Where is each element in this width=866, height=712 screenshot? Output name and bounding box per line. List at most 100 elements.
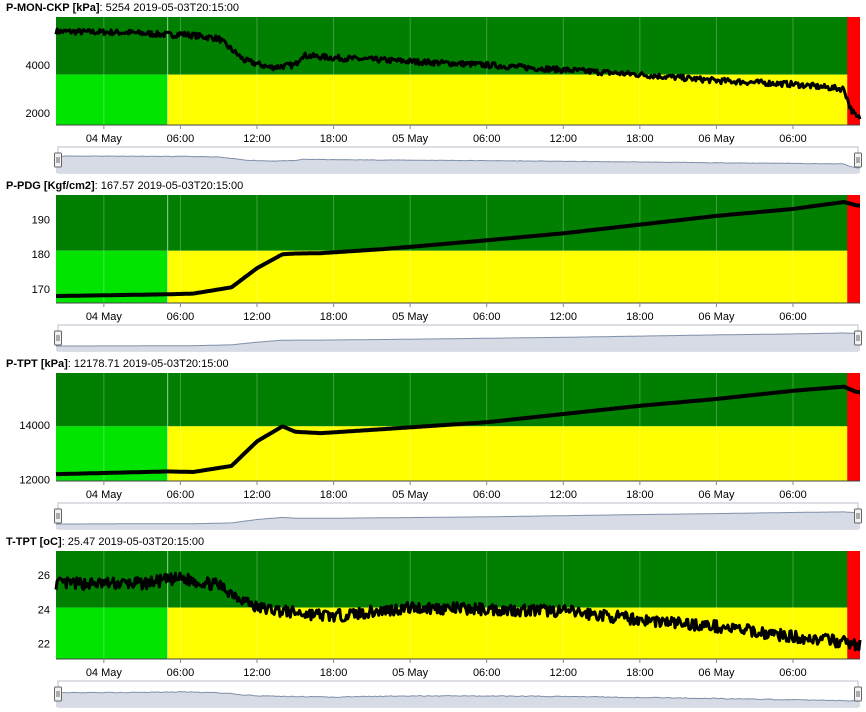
navigator-handle-left[interactable]: [54, 330, 62, 346]
chart-svg[interactable]: 2000 4000 04 May 06:00 12:00 18:00 05 May 06:00…: [0, 0, 866, 178]
series-name: P-MON-CKP: [6, 2, 70, 14]
navigator-area: [56, 333, 860, 351]
x-tick-label: 05 May: [392, 667, 429, 679]
x-tick-label: 06:00: [779, 667, 807, 679]
handle-body: [54, 686, 62, 702]
x-tick-label: 06 May: [698, 667, 735, 679]
y-tick-label: 12000: [19, 475, 50, 487]
zone-lower-early: [56, 74, 168, 125]
y-tick-label: 14000: [19, 420, 50, 432]
x-tick-label: 06:00: [167, 133, 195, 145]
x-tick-label: 06:00: [167, 311, 195, 323]
zone-lower-early: [56, 607, 168, 659]
x-tick-label: 06 May: [698, 133, 735, 145]
series-line: [54, 571, 862, 652]
x-tick-label: 05 May: [392, 311, 429, 323]
timestamp: 2019-05-03T20:15:00: [98, 536, 205, 548]
x-tick-label: 12:00: [243, 489, 271, 501]
x-tick-label: 06:00: [167, 667, 195, 679]
current-value: 25.47: [67, 536, 96, 548]
x-tick-label: 18:00: [320, 311, 348, 323]
current-value: 5254: [105, 2, 131, 14]
navigator-handle-right[interactable]: [854, 508, 862, 524]
zone-alarm: [847, 17, 860, 125]
x-tick-label: 06:00: [779, 133, 807, 145]
zone-lower: [167, 426, 848, 481]
x-tick-label: 18:00: [626, 489, 654, 501]
chart-svg[interactable]: 12000 14000 04 May 06:00 12:00 18:00 05 May 06:…: [0, 356, 866, 534]
x-tick-label: 06:00: [473, 311, 501, 323]
chart-panel-p-mon-ckp: P-MON-CKP [kPa]: 5254 2019-05-03T20:15:0…: [0, 0, 866, 178]
series-line: [55, 200, 861, 298]
x-tick-label: 04 May: [86, 133, 123, 145]
x-tick-label: 18:00: [626, 311, 654, 323]
navigator-line: [55, 155, 860, 169]
chart-svg[interactable]: 22 24 26 04 May 06:00 12:00 18:00 05 May 06:00 12…: [0, 534, 866, 712]
y-tick-label: 190: [32, 214, 50, 226]
x-tick-label: 12:00: [550, 311, 578, 323]
handle-body: [854, 152, 862, 168]
chart-title: P-MON-CKP [kPa]: 5254 2019-05-03T20:15:0…: [6, 2, 240, 14]
navigator-line: [56, 332, 860, 347]
navigator-handle-left[interactable]: [54, 686, 62, 702]
y-tick-label: 26: [38, 570, 50, 582]
navigator-handle-left[interactable]: [54, 152, 62, 168]
handle-body: [54, 508, 62, 524]
timestamp: 2019-05-03T20:15:00: [137, 180, 244, 192]
current-value: 167.57: [100, 180, 135, 192]
chart-panel-p-pdg: P-PDG [Kgf/cm2]: 167.57 2019-05-03T20:15…: [0, 178, 866, 356]
navigator-handle-right[interactable]: [854, 686, 862, 702]
x-tick-label: 18:00: [626, 133, 654, 145]
x-tick-label: 18:00: [320, 133, 348, 145]
handle-body: [854, 508, 862, 524]
x-tick-label: 06:00: [473, 489, 501, 501]
handle-body: [854, 330, 862, 346]
series-line: [54, 27, 862, 120]
series-unit: [kPa]: [40, 358, 68, 370]
navigator-line: [55, 511, 860, 525]
chart-title: P-PDG [Kgf/cm2]: 167.57 2019-05-03T20:15…: [6, 180, 244, 192]
series-name: P-TPT: [6, 358, 38, 370]
navigator-handle-left[interactable]: [54, 508, 62, 524]
y-tick-label: 24: [38, 604, 50, 616]
x-tick-label: 12:00: [243, 311, 271, 323]
x-tick-label: 06 May: [698, 489, 735, 501]
x-tick-label: 06:00: [473, 133, 501, 145]
timestamp: 2019-05-03T20:15:00: [122, 358, 229, 370]
series-name: T-TPT: [6, 536, 37, 548]
navigator-line: [55, 690, 861, 702]
chart-title: T-TPT [oC]: 25.47 2019-05-03T20:15:00: [6, 536, 205, 548]
zone-upper: [56, 373, 860, 427]
handle-body: [54, 152, 62, 168]
x-tick-label: 06:00: [167, 489, 195, 501]
x-tick-label: 12:00: [550, 489, 578, 501]
x-tick-label: 06:00: [473, 667, 501, 679]
x-tick-label: 06:00: [779, 489, 807, 501]
series-line: [55, 384, 861, 477]
y-tick-label: 4000: [26, 60, 50, 72]
handle-body: [854, 686, 862, 702]
navigator-area: [56, 511, 860, 529]
chart-svg[interactable]: 170 180 190 04 May 06:00 12:00 18:00 05 May 06:0…: [0, 178, 866, 356]
navigator-area: [56, 155, 860, 173]
navigator-handle-right[interactable]: [854, 152, 862, 168]
handle-body: [54, 330, 62, 346]
y-tick-label: 180: [32, 249, 50, 261]
chart-panel-p-tpt: P-TPT [kPa]: 12178.71 2019-05-03T20:15:0…: [0, 356, 866, 534]
navigator-handle-right[interactable]: [854, 330, 862, 346]
x-tick-label: 05 May: [392, 489, 429, 501]
navigator-area: [56, 691, 860, 707]
series-name: P-PDG: [6, 180, 41, 192]
x-tick-label: 05 May: [392, 133, 429, 145]
x-tick-label: 04 May: [86, 489, 123, 501]
zone-alarm: [847, 551, 860, 659]
x-tick-label: 12:00: [550, 133, 578, 145]
x-tick-label: 12:00: [243, 667, 271, 679]
x-tick-label: 18:00: [626, 667, 654, 679]
x-tick-label: 04 May: [86, 667, 123, 679]
y-tick-label: 170: [32, 284, 50, 296]
x-tick-label: 04 May: [86, 311, 123, 323]
zone-lower: [167, 250, 848, 303]
x-tick-label: 18:00: [320, 489, 348, 501]
series-unit: [Kgf/cm2]: [43, 180, 95, 192]
